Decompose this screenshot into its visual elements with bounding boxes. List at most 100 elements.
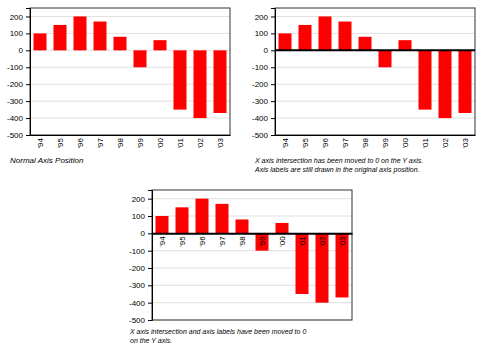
x-axis: '94'95'96'97'98'99'00'01'02'03	[153, 233, 353, 246]
chart-title: Normal Axis Position	[10, 156, 84, 165]
bar	[279, 33, 292, 50]
bar	[196, 199, 209, 234]
axis-line	[26, 9, 31, 136]
x-tick: '00	[278, 233, 287, 246]
tick-label: '97	[341, 137, 350, 148]
axis-line	[153, 233, 353, 235]
y-tick: 0	[264, 46, 275, 55]
y-tick: -300	[7, 97, 30, 106]
grid-line	[275, 50, 475, 51]
tick-label: '02	[196, 137, 205, 148]
tick-label: '00	[156, 137, 165, 148]
x-tick: '01	[298, 233, 307, 246]
tick-mark	[271, 135, 275, 136]
panel: -500-400-300-200-1000100200'94'95'96'97'…	[7, 8, 231, 148]
bar	[54, 25, 67, 50]
tick-label: -400	[252, 114, 269, 123]
bar	[154, 40, 167, 50]
zero-axis-line	[275, 49, 475, 51]
tick-mark	[271, 84, 275, 85]
x-tick: '96	[76, 135, 85, 148]
x-tick: '02	[441, 135, 450, 148]
plot-frame	[152, 190, 352, 320]
tick-label: '96	[321, 137, 330, 148]
chart-title: X axis intersection has been moved to 0 …	[254, 157, 423, 174]
tick-label: 200	[10, 13, 24, 22]
x-tick: '02	[196, 135, 205, 148]
tick-label: -400	[7, 114, 24, 123]
y-tick: 0	[141, 229, 152, 238]
tick-mark	[148, 199, 152, 200]
tick-mark	[26, 16, 30, 17]
tick-label: '01	[176, 137, 185, 148]
x-tick: '99	[136, 135, 145, 148]
x-tick: '01	[176, 135, 185, 148]
x-tick: '01	[421, 135, 430, 148]
bar	[194, 50, 207, 118]
tick-label: 0	[264, 46, 269, 55]
bars	[156, 199, 349, 303]
bar	[276, 223, 289, 233]
bar	[174, 50, 187, 109]
tick-label: -100	[252, 63, 269, 72]
tick-label: -300	[129, 281, 146, 290]
bars	[34, 16, 227, 118]
tick-mark	[271, 16, 275, 17]
y-tick: 100	[255, 29, 275, 38]
grid-line	[152, 233, 352, 234]
tick-mark	[26, 84, 30, 85]
tick-mark	[271, 118, 275, 119]
x-tick: '94	[158, 233, 167, 246]
plot-frame	[30, 8, 230, 135]
bar	[399, 40, 412, 50]
tick-mark	[271, 33, 275, 34]
y-tick: -400	[252, 114, 275, 123]
panel: -500-400-300-200-1000100200'94'95'96'97'…	[129, 190, 353, 325]
bar	[236, 219, 249, 233]
x-tick: '99	[381, 135, 390, 148]
tick-mark	[148, 233, 152, 234]
bar	[379, 50, 392, 67]
bar	[339, 22, 352, 51]
grid	[275, 16, 475, 135]
y-axis: -500-400-300-200-1000100200	[7, 9, 31, 141]
x-axis: '94'95'96'97'98'99'00'01'02'03	[31, 135, 231, 148]
tick-label: 100	[10, 29, 24, 38]
y-tick: 200	[132, 195, 152, 204]
y-axis: -500-400-300-200-1000100200	[252, 9, 276, 141]
bar	[419, 50, 432, 109]
tick-mark	[26, 67, 30, 68]
tick-label: 0	[19, 46, 24, 55]
bar	[336, 233, 349, 297]
tick-label: '94	[36, 137, 45, 148]
y-tick: 0	[19, 46, 30, 55]
tick-label: '96	[76, 137, 85, 148]
tick-mark	[26, 33, 30, 34]
y-tick: 100	[10, 29, 30, 38]
bar	[459, 50, 472, 113]
x-axis: '94'95'96'97'98'99'00'01'02'03	[276, 135, 476, 148]
tick-label: '99	[381, 137, 390, 148]
bar	[114, 37, 127, 51]
panel: -500-400-300-200-1000100200'94'95'96'97'…	[252, 8, 476, 148]
grid-line	[30, 16, 230, 17]
tick-label: '03	[338, 236, 347, 247]
tick-mark	[26, 50, 30, 51]
grid-line	[152, 198, 352, 199]
tick-mark	[271, 67, 275, 68]
bar	[216, 204, 229, 233]
tick-label: '00	[278, 236, 287, 247]
axis-line	[271, 9, 276, 136]
tick-label: 200	[255, 13, 269, 22]
y-axis: -500-400-300-200-1000100200	[129, 191, 153, 326]
tick-label: '94	[158, 236, 167, 247]
bar	[299, 25, 312, 50]
tick-label: '96	[198, 236, 207, 247]
tick-mark	[148, 303, 152, 304]
bar	[176, 207, 189, 233]
x-tick: '94	[36, 135, 45, 148]
y-tick: -100	[129, 247, 152, 256]
y-tick: 200	[255, 13, 275, 22]
axis-line	[31, 135, 231, 136]
x-tick: '98	[116, 135, 125, 148]
